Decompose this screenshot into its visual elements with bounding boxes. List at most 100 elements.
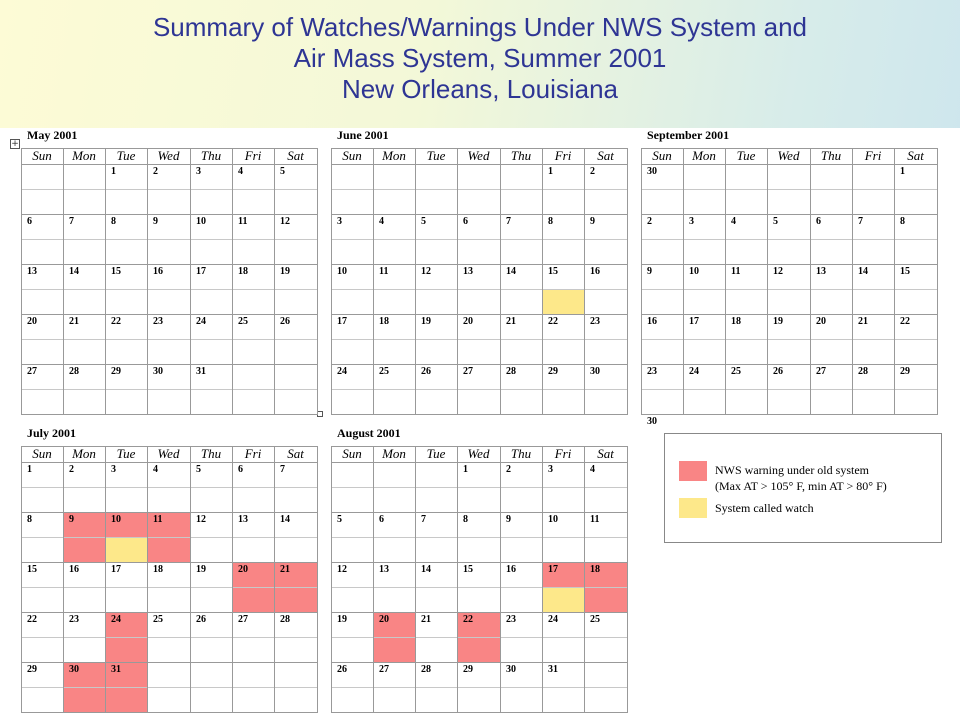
day-number: 27 [816, 366, 826, 377]
grid-line [415, 148, 416, 415]
day-number: 4 [153, 464, 158, 475]
grid-line [331, 537, 627, 538]
grid-line [542, 446, 543, 713]
grid-line [500, 148, 501, 415]
weekday-header: Fri [554, 446, 572, 461]
grid-line [190, 446, 191, 713]
weekday-header: Thu [820, 148, 842, 163]
grid-line [21, 189, 317, 190]
day-number: 20 [463, 316, 473, 327]
day-number: 16 [506, 564, 516, 575]
grid-line [641, 148, 937, 149]
day-number: 6 [27, 216, 32, 227]
calendar-september-2001: September 2001 Sun Mon Tue Wed Thu Fri Sat 30 1 2… [641, 128, 938, 427]
calendar-august-2001: August 2001 Sun Mon Tue Wed Thu Fri Sat 1 2 3 4 5 6 7… [331, 426, 628, 713]
legend-warning-label: NWS warning under old system [715, 463, 869, 477]
day-number: 22 [111, 316, 121, 327]
grid-line [641, 189, 937, 190]
grid-line [641, 389, 937, 390]
weekday-header: Mon [692, 148, 716, 163]
weekday-header: Sun [32, 148, 52, 163]
day-number: 5 [773, 216, 778, 227]
grid-line [331, 612, 627, 613]
day-number: 9 [69, 514, 74, 525]
grid-line [331, 364, 627, 365]
day-number: 11 [590, 514, 600, 525]
day-number: 11 [379, 266, 389, 277]
day-number: 24 [111, 614, 121, 625]
grid-line [641, 214, 937, 215]
grid-line [21, 289, 317, 290]
day-number: 11 [238, 216, 248, 227]
grid-line [331, 148, 627, 149]
day-number: 9 [647, 266, 652, 277]
weekday-header: Wed [467, 148, 490, 163]
grid-line [21, 389, 317, 390]
grid-line [331, 389, 627, 390]
grid-line [500, 446, 501, 713]
day-number: 3 [689, 216, 694, 227]
day-number: 1 [111, 166, 116, 177]
day-number: 10 [689, 266, 699, 277]
day-number: 13 [463, 266, 473, 277]
day-number: 27 [238, 614, 248, 625]
day-number: 3 [111, 464, 116, 475]
day-number: 2 [506, 464, 511, 475]
day-number: 22 [463, 614, 473, 625]
day-number: 22 [900, 316, 910, 327]
day-number: 8 [463, 514, 468, 525]
day-number: 29 [548, 366, 558, 377]
month-title: May 2001 [27, 128, 78, 142]
day-number: 24 [548, 614, 558, 625]
day-number: 6 [379, 514, 384, 525]
day-number: 24 [689, 366, 699, 377]
day-number: 6 [463, 216, 468, 227]
calendar-july-2001: July 2001 Sun Mon Tue Wed Thu Fri Sat 1 2 3 4 5 6 7 8 9… [21, 426, 318, 713]
day-number: 26 [337, 664, 347, 675]
day-number: 21 [421, 614, 431, 625]
grid-line [331, 164, 627, 165]
legend-warning-swatch [679, 461, 707, 481]
day-number: 15 [548, 266, 558, 277]
day-number: 20 [816, 316, 826, 327]
day-number: 7 [858, 216, 863, 227]
grid-line [331, 637, 627, 638]
grid-line [21, 662, 317, 663]
grid-line [21, 512, 317, 513]
day-number: 14 [421, 564, 431, 575]
grid-line [331, 687, 627, 688]
grid-line [331, 148, 332, 415]
day-number: 1 [900, 166, 905, 177]
grid-line [21, 364, 317, 365]
title-line-3: New Orleans, Louisiana [341, 74, 619, 104]
grid-line [21, 446, 22, 713]
day-number: 17 [111, 564, 121, 575]
day-number: 26 [196, 614, 206, 625]
weekday-header: Fri [554, 148, 572, 163]
weekday-header: Mon [72, 446, 96, 461]
day-number: 6 [816, 216, 821, 227]
day-number: 10 [548, 514, 558, 525]
day-number: 18 [238, 266, 248, 277]
day-number: 9 [590, 216, 595, 227]
day-number: 8 [900, 216, 905, 227]
grid-line [331, 446, 627, 447]
grid-line [641, 239, 937, 240]
day-number: 2 [153, 166, 158, 177]
expand-icon[interactable]: + [10, 139, 20, 149]
day-number: 23 [506, 614, 516, 625]
day-number: 25 [379, 366, 389, 377]
grid-line [21, 687, 317, 688]
weekday-header: Thu [510, 446, 532, 461]
grid-line [21, 446, 317, 447]
day-number: 21 [506, 316, 516, 327]
day-number: 28 [280, 614, 290, 625]
grid-line [331, 662, 627, 663]
grid-line [331, 587, 627, 588]
weekday-header: Mon [382, 148, 406, 163]
day-number: 14 [506, 266, 516, 277]
day-number: 19 [421, 316, 431, 327]
month-grid: Sun Mon Tue Wed Thu Fri Sat 30 1 2 3 4 5 6 7 8 9 10 11 12 13… [641, 148, 938, 427]
grid-line [641, 164, 937, 165]
weekday-header: Fri [244, 446, 262, 461]
